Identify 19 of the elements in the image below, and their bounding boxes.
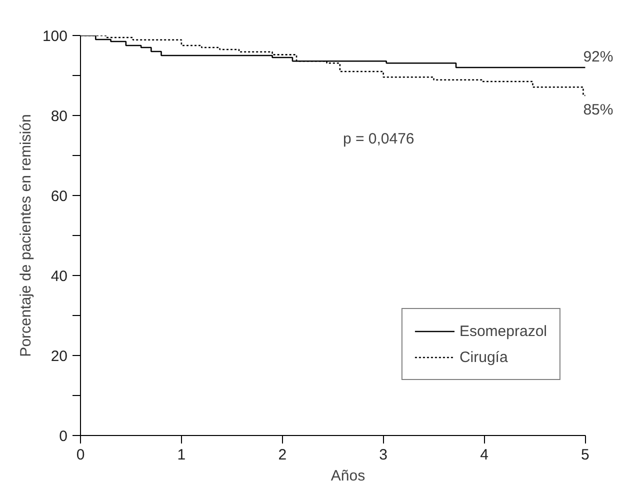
y-tick-label: 20 xyxy=(50,348,68,365)
y-tick-label: 100 xyxy=(42,28,68,45)
annotation: 92% xyxy=(583,48,614,66)
x-axis-title: Años xyxy=(330,468,366,484)
y-tick-label: 60 xyxy=(50,188,68,205)
x-tick-label: 3 xyxy=(379,446,388,464)
y-tick-label: 0 xyxy=(59,428,68,445)
x-tick-label: 1 xyxy=(177,446,186,464)
x-tick-label: 2 xyxy=(278,446,287,464)
x-tick-label: 4 xyxy=(480,446,488,464)
annotation: p = 0,0476 xyxy=(342,130,414,148)
y-axis-title: Porcentaje de pacientes en remisión xyxy=(17,114,34,357)
x-tick-label: 5 xyxy=(581,446,590,464)
x-tick-label: 0 xyxy=(76,446,85,464)
legend-label: Esomeprazol xyxy=(459,322,547,340)
legend-label: Cirugía xyxy=(459,348,508,366)
annotation: 85% xyxy=(583,102,614,118)
y-tick-label: 80 xyxy=(50,108,68,125)
y-tick-label: 40 xyxy=(50,268,68,285)
